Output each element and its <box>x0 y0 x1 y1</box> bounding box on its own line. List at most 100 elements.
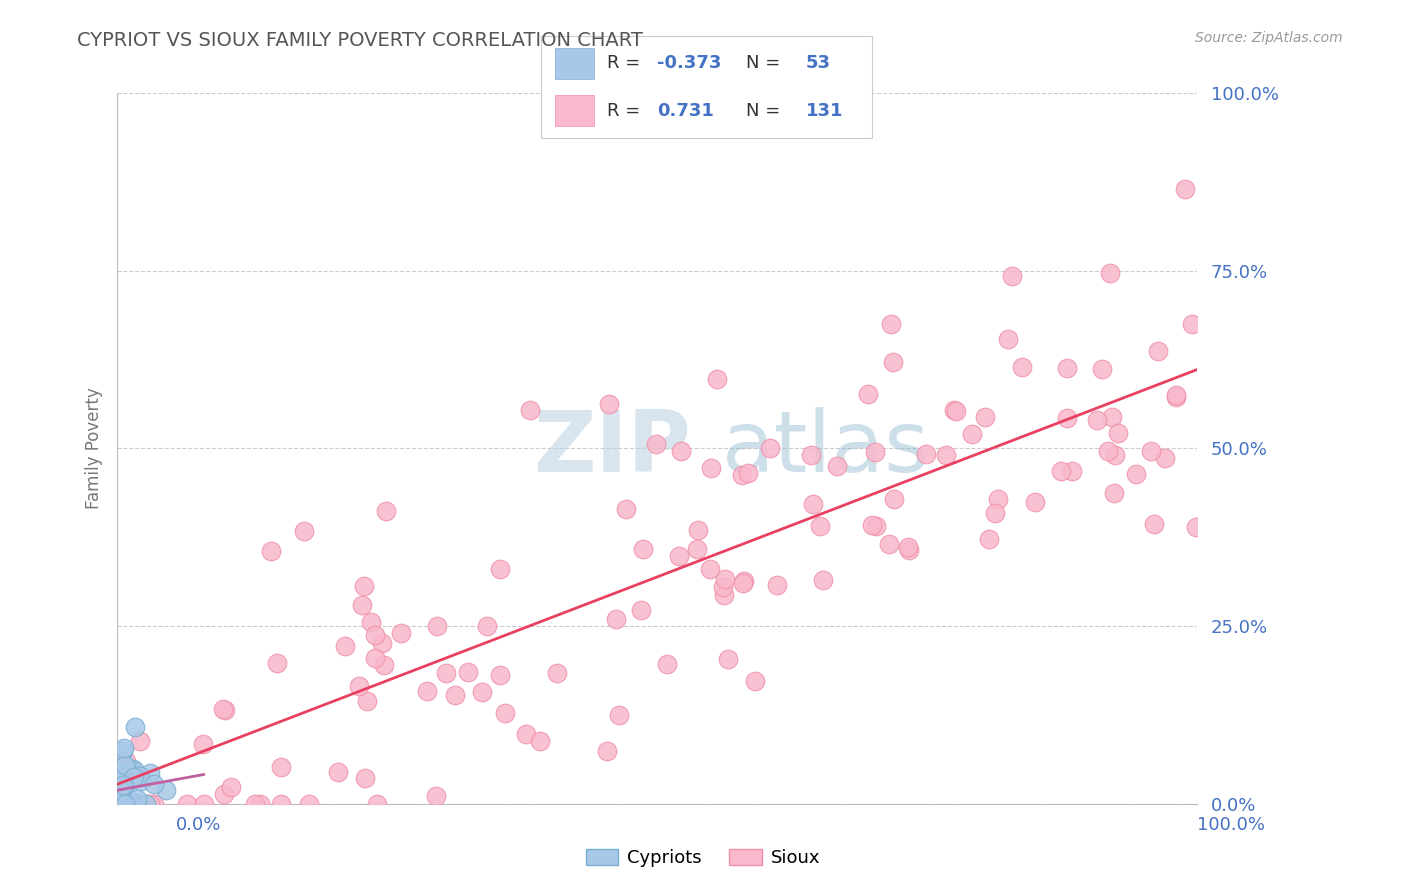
Point <box>669 444 692 458</box>
Point <box>973 409 995 424</box>
Text: N =: N = <box>747 54 786 72</box>
Point <box>111 797 134 811</box>
Point <box>110 797 132 811</box>
Point <box>1154 450 1177 465</box>
Text: 53: 53 <box>806 54 831 72</box>
Point <box>1056 411 1078 425</box>
Point <box>1091 361 1114 376</box>
Point <box>360 615 382 630</box>
Point <box>711 580 734 594</box>
Point <box>1011 360 1033 375</box>
Point <box>191 738 214 752</box>
Point <box>598 397 620 411</box>
Point <box>1024 495 1046 509</box>
Point <box>1049 465 1071 479</box>
Point <box>111 780 134 795</box>
Point <box>125 792 148 806</box>
Text: -0.373: -0.373 <box>657 54 721 72</box>
Point <box>515 727 537 741</box>
Point <box>124 720 146 734</box>
Point <box>631 542 654 557</box>
Point <box>644 437 666 451</box>
Point <box>1107 425 1129 440</box>
Point <box>897 541 920 555</box>
Point <box>1104 485 1126 500</box>
Point <box>292 524 315 539</box>
Point <box>112 778 135 792</box>
Point <box>353 771 375 785</box>
Point <box>471 684 494 698</box>
Point <box>122 770 145 784</box>
Text: 100.0%: 100.0% <box>1198 816 1265 834</box>
Point <box>700 461 723 475</box>
Text: CYPRIOT VS SIOUX FAMILY POVERTY CORRELATION CHART: CYPRIOT VS SIOUX FAMILY POVERTY CORRELAT… <box>77 31 643 50</box>
Legend: Cypriots, Sioux: Cypriots, Sioux <box>579 841 827 874</box>
Point <box>811 573 834 587</box>
Point <box>107 787 129 801</box>
Point <box>122 762 145 776</box>
Point <box>110 791 132 805</box>
Point <box>107 797 129 811</box>
Point <box>298 797 321 811</box>
Point <box>143 797 166 811</box>
Point <box>112 797 135 811</box>
Point <box>960 426 983 441</box>
Text: R =: R = <box>607 54 647 72</box>
Point <box>122 797 145 811</box>
Point <box>110 795 132 809</box>
Point <box>117 797 139 811</box>
Text: Source: ZipAtlas.com: Source: ZipAtlas.com <box>1195 31 1343 45</box>
Point <box>108 787 131 801</box>
Point <box>699 562 721 576</box>
Point <box>759 441 782 455</box>
Point <box>219 780 242 794</box>
Point <box>270 760 292 774</box>
Point <box>616 502 638 516</box>
Point <box>713 588 735 602</box>
Point <box>942 403 965 417</box>
Point <box>114 785 136 799</box>
Point <box>122 797 145 811</box>
Point <box>112 744 135 758</box>
Point <box>117 795 139 809</box>
Point <box>744 673 766 688</box>
Point <box>1099 266 1122 280</box>
Point <box>326 764 349 779</box>
Point <box>108 778 131 792</box>
Point <box>733 574 755 588</box>
Point <box>1001 268 1024 283</box>
Point <box>987 491 1010 506</box>
Point <box>356 694 378 708</box>
Point <box>353 579 375 593</box>
Point <box>1147 343 1170 358</box>
Point <box>801 497 824 511</box>
Point <box>107 797 129 811</box>
Point <box>546 666 568 681</box>
Point <box>1062 464 1084 478</box>
Point <box>114 797 136 811</box>
Point <box>1164 390 1187 404</box>
Point <box>349 680 371 694</box>
Point <box>1143 517 1166 532</box>
Point <box>212 702 235 716</box>
Point <box>107 785 129 799</box>
Text: 131: 131 <box>806 102 844 120</box>
Point <box>266 656 288 670</box>
Point <box>135 797 157 811</box>
Point <box>136 797 159 811</box>
Point <box>193 797 215 811</box>
Point <box>118 797 141 811</box>
Point <box>333 639 356 653</box>
Text: atlas: atlas <box>723 407 929 490</box>
Point <box>898 542 921 557</box>
FancyBboxPatch shape <box>554 48 595 78</box>
Point <box>128 734 150 748</box>
Point <box>270 797 292 811</box>
Point <box>858 387 880 401</box>
Point <box>112 774 135 789</box>
Point <box>457 665 479 679</box>
Point <box>655 657 678 671</box>
FancyBboxPatch shape <box>554 95 595 126</box>
Point <box>129 773 152 788</box>
Point <box>860 518 883 533</box>
